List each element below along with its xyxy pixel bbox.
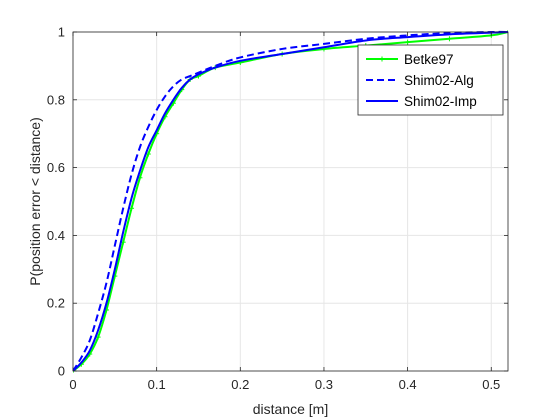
y-tick-label: 1 — [58, 25, 65, 40]
legend-label-shim02-imp: Shim02-Imp — [404, 94, 477, 109]
x-tick-label: 0.5 — [482, 377, 500, 392]
x-tick-label: 0.1 — [148, 377, 166, 392]
legend: Betke97 Shim02-Alg Shim02-Imp — [357, 44, 504, 116]
x-tick-label: 0 — [69, 377, 76, 392]
tick-labels: 0 0.1 0.2 0.3 0.4 0.5 0 0.2 0.4 0.6 0.8 1 — [47, 25, 500, 393]
plot-frame — [72, 31, 509, 372]
y-tick-label: 0.6 — [47, 160, 65, 175]
series-shim02-imp — [73, 31, 508, 372]
series-shim02-alg — [73, 30, 508, 372]
x-tick-label: 0.3 — [315, 377, 333, 392]
y-axis-label: P(position error < distance) — [27, 117, 43, 285]
x-tick-label: 0.4 — [399, 377, 417, 392]
series-line-shim02-alg — [73, 30, 508, 372]
legend-label-shim02-alg: Shim02-Alg — [404, 73, 474, 88]
legend-label-betke97: Betke97 — [404, 52, 454, 67]
y-tick-label: 0.4 — [47, 228, 65, 243]
y-tick-label: 0.2 — [47, 296, 65, 311]
y-tick-label: 0 — [58, 364, 65, 379]
x-axis-label: distance [m] — [253, 401, 328, 417]
series-line-shim02-imp — [73, 31, 508, 372]
ticks — [72, 31, 508, 372]
x-tick-label: 0.2 — [231, 377, 249, 392]
y-tick-label: 0.8 — [47, 92, 65, 107]
